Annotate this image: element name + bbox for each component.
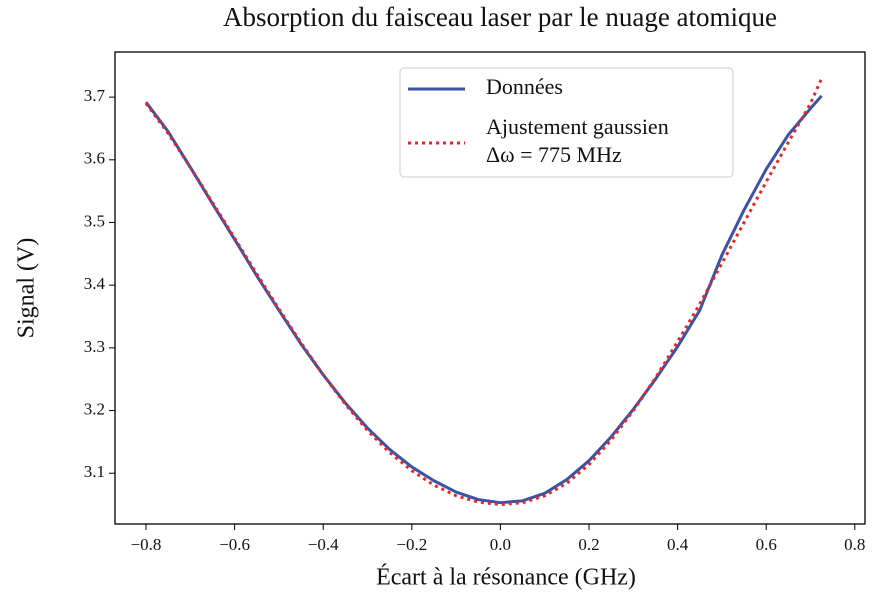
legend-label: Données: [486, 74, 563, 99]
y-axis-label: Signal (V): [14, 238, 40, 339]
x-tick-label: 0.0: [490, 535, 511, 554]
x-tick-label: −0.2: [396, 535, 427, 554]
y-tick-label: 3.3: [84, 337, 105, 356]
x-tick-label: −0.6: [219, 535, 250, 554]
chart-title: Absorption du faisceau laser par le nuag…: [223, 2, 777, 32]
legend-label: Ajustement gaussien: [486, 114, 669, 139]
y-tick-label: 3.1: [84, 462, 105, 481]
x-tick-label: 0.2: [578, 535, 599, 554]
legend-box: [399, 67, 734, 178]
x-tick-label: 0.6: [756, 535, 777, 554]
x-tick-label: 0.4: [667, 535, 689, 554]
y-tick-label: 3.7: [84, 86, 106, 105]
series-line: [144, 77, 823, 507]
y-tick-label: 3.5: [84, 211, 105, 230]
x-axis-label: Écart à la résonance (GHz): [376, 565, 636, 591]
x-tick-label: −0.8: [131, 535, 162, 554]
y-tick-label: 3.4: [84, 274, 106, 293]
legend-annotation: Δω = 775 MHz: [486, 142, 622, 167]
plot-frame: [114, 51, 866, 525]
y-tick-label: 3.2: [84, 399, 105, 418]
x-tick-label: −0.4: [308, 535, 339, 554]
y-tick-label: 3.6: [84, 149, 105, 168]
x-tick-label: 0.8: [844, 535, 865, 554]
